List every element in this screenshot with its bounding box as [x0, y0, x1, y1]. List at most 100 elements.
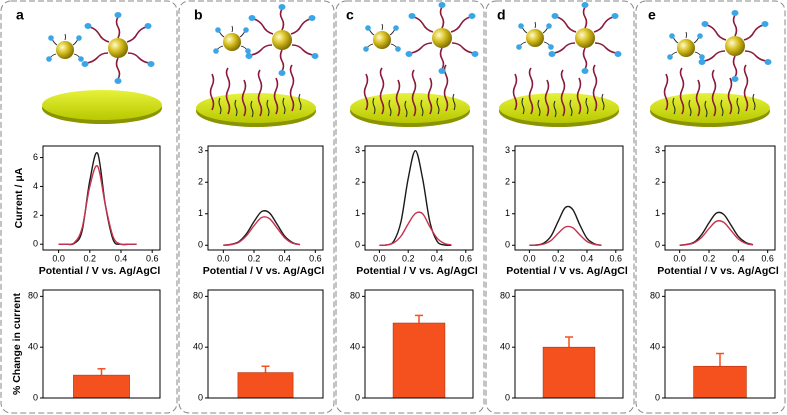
x-tick-label: 0.6	[146, 253, 159, 263]
x-tick-label: 0.2	[248, 253, 261, 263]
y-axis-label: Current / μA	[13, 167, 25, 228]
panel-frame	[335, 0, 485, 414]
x-tick-label: 0.6	[309, 253, 322, 263]
y-tick-label: 3	[655, 145, 660, 155]
plot-frame	[364, 145, 474, 251]
y-tick-label: 0	[33, 239, 38, 249]
electrode-probes	[499, 65, 619, 127]
bar	[392, 322, 446, 399]
y-tick-label: 40	[350, 342, 360, 352]
bar	[542, 346, 596, 399]
plot-frame	[664, 289, 776, 399]
y-tick-label: 2	[655, 177, 660, 187]
y-tick-label: 2	[505, 177, 510, 187]
nanoparticle-large	[404, 1, 480, 75]
x-tick-label: 0.4	[581, 253, 594, 263]
x-tick-label: 0.6	[761, 253, 774, 263]
x-tick-label: 0.0	[52, 253, 65, 263]
y-tick-label: 2	[33, 210, 38, 220]
voltammogram-line	[379, 150, 452, 247]
x-tick-label: 0.0	[673, 253, 686, 263]
y-tick-label: 3	[198, 145, 203, 155]
y-tick-label: 80	[500, 291, 510, 301]
x-tick-label: 0.2	[402, 253, 415, 263]
x-tick-label: 0.0	[217, 253, 230, 263]
voltammogram-line	[679, 211, 754, 246]
y-tick-label: 2	[198, 177, 203, 187]
y-tick-label: 0	[33, 392, 38, 402]
y-tick-label: 3	[505, 145, 510, 155]
panel-label: a	[16, 7, 24, 23]
plot-frame	[514, 145, 624, 251]
plot-frame	[42, 289, 161, 399]
x-tick-label: 0.2	[703, 253, 716, 263]
y-tick-label: 0	[505, 240, 510, 250]
x-tick-label: 0.4	[732, 253, 745, 263]
y-tick-label: 40	[500, 342, 510, 352]
y-tick-label: 40	[193, 342, 203, 352]
plot-frame	[207, 289, 324, 399]
y-tick-label: 6	[33, 152, 38, 162]
nanoparticle-large	[244, 3, 320, 77]
y-tick-label: 0	[355, 240, 360, 250]
nanoparticle-small	[45, 33, 85, 63]
nanoparticle-small	[212, 25, 252, 55]
y-tick-label: 0	[655, 392, 660, 402]
y-tick-label: 40	[650, 342, 660, 352]
x-tick-label: 0.2	[552, 253, 565, 263]
y-tick-label: 80	[650, 291, 660, 301]
nanoparticle-large	[547, 1, 623, 75]
y-tick-label: 1	[355, 208, 360, 218]
nanoparticle-small	[666, 31, 706, 61]
y-tick-label: 0	[198, 240, 203, 250]
panel-label: c	[346, 7, 354, 23]
bar	[73, 374, 130, 399]
y-axis-label: % Change in current	[11, 292, 23, 395]
y-tick-label: 80	[193, 291, 203, 301]
y-tick-label: 3	[355, 145, 360, 155]
bar	[693, 365, 747, 399]
nanoparticle-large	[80, 11, 156, 85]
y-tick-label: 0	[198, 392, 203, 402]
y-tick-label: 4	[33, 181, 38, 191]
y-tick-label: 80	[350, 291, 360, 301]
panel-label: e	[648, 7, 656, 23]
x-tick-label: 0.4	[278, 253, 291, 263]
voltammogram-line	[529, 205, 602, 246]
electrode-probes	[350, 65, 470, 127]
panel-frame	[178, 0, 335, 414]
plot-frame	[364, 289, 474, 399]
plot-frame	[207, 145, 324, 251]
electrode	[42, 90, 162, 124]
x-tick-label: 0.2	[84, 253, 97, 263]
y-tick-label: 0	[655, 240, 660, 250]
bar	[237, 372, 294, 399]
y-tick-label: 1	[505, 208, 510, 218]
x-tick-label: 0.0	[373, 253, 386, 263]
x-tick-label: 0.4	[115, 253, 128, 263]
x-axis-label: Potential / V vs. Ag/AgCl	[506, 265, 628, 277]
x-axis-label: Potential / V vs. Ag/AgCl	[203, 265, 325, 277]
panel-frame	[635, 0, 786, 414]
y-tick-label: 80	[28, 291, 38, 301]
panel-frame	[485, 0, 635, 414]
x-tick-label: 0.4	[431, 253, 444, 263]
panel-label: d	[497, 7, 506, 23]
y-tick-label: 1	[198, 208, 203, 218]
nanoparticle-large	[697, 9, 773, 83]
voltammogram-line	[679, 220, 754, 246]
plot-frame	[664, 145, 776, 251]
nanoparticle-small	[362, 23, 402, 53]
y-tick-label: 1	[655, 208, 660, 218]
electrode-probes	[650, 65, 770, 127]
nanoparticle-small	[515, 21, 555, 51]
panel-frame	[0, 0, 178, 414]
voltammogram-line	[529, 225, 602, 247]
x-axis-label: Potential / V vs. Ag/AgCl	[657, 265, 779, 277]
voltammogram-line	[58, 165, 137, 246]
x-tick-label: 0.6	[460, 253, 473, 263]
x-tick-label: 0.6	[610, 253, 623, 263]
y-tick-label: 0	[505, 392, 510, 402]
